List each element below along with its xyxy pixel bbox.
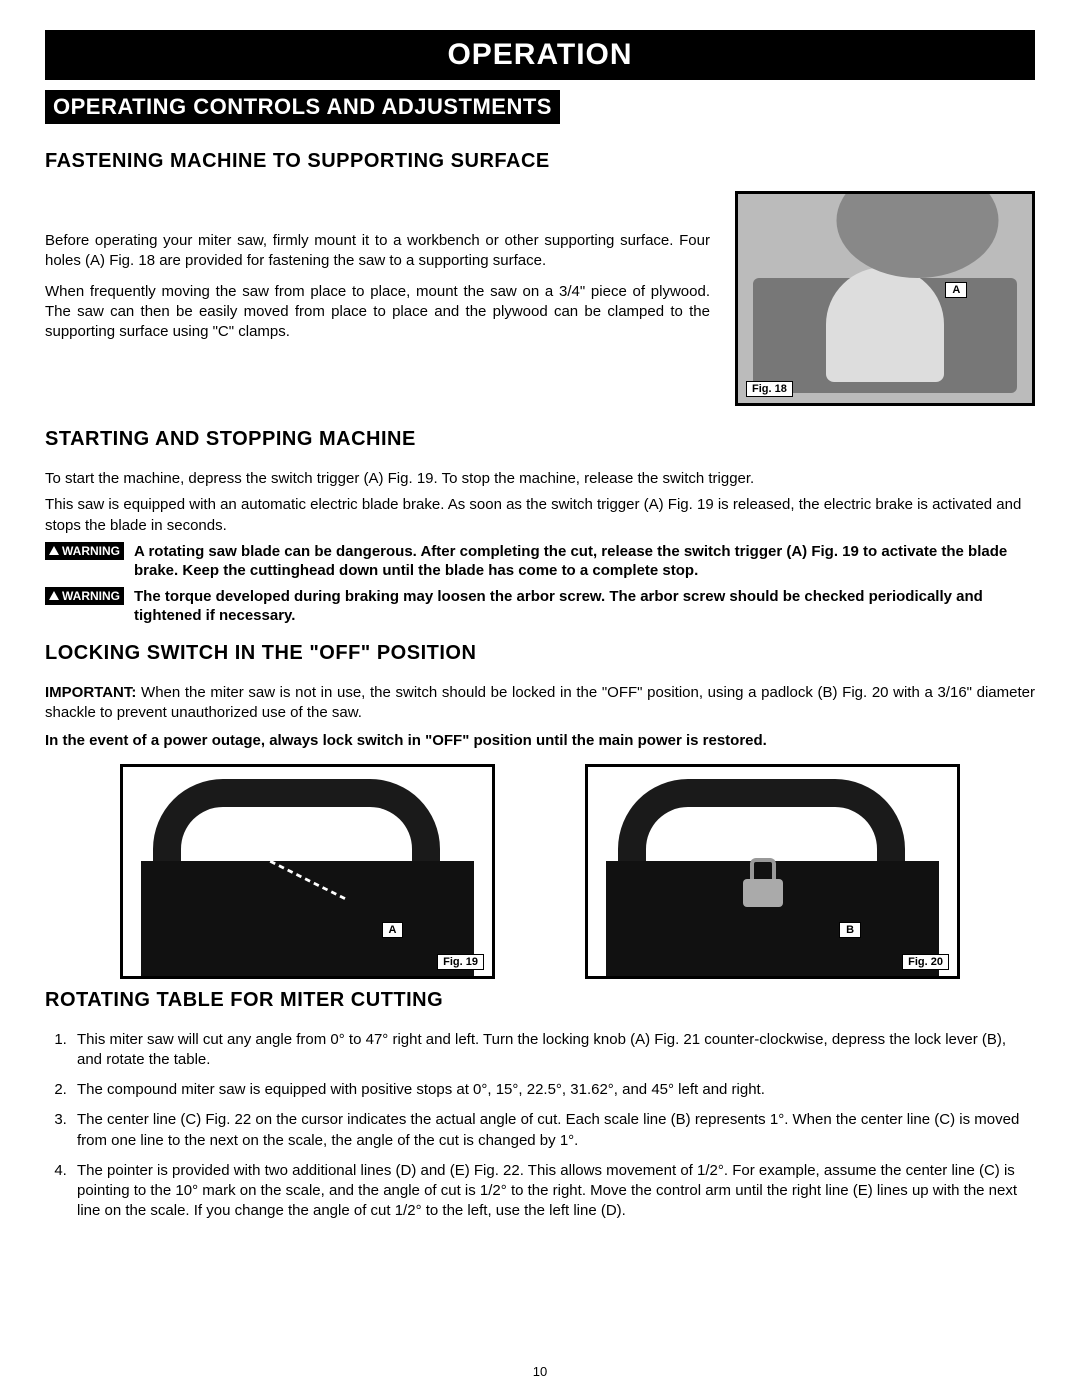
step-4: The pointer is provided with two additio… bbox=[71, 1161, 1035, 1222]
section3-p2: In the event of a power outage, always l… bbox=[45, 731, 1035, 751]
section2-heading: STARTING AND STOPPING MACHINE bbox=[45, 428, 1035, 451]
fig18-callout-a: A bbox=[945, 282, 967, 298]
section2-p1: To start the machine, depress the switch… bbox=[45, 469, 1035, 489]
step-1: This miter saw will cut any angle from 0… bbox=[71, 1030, 1035, 1071]
warning2-text: The torque developed during braking may … bbox=[134, 587, 1035, 626]
warning1-text: A rotating saw blade can be dangerous. A… bbox=[134, 542, 1035, 581]
figure-19: A Fig. 19 bbox=[120, 764, 495, 979]
sub-title: OPERATING CONTROLS AND ADJUSTMENTS bbox=[45, 90, 560, 124]
section4-heading: ROTATING TABLE FOR MITER CUTTING bbox=[45, 989, 1035, 1012]
section3-p1: IMPORTANT: When the miter saw is not in … bbox=[45, 683, 1035, 724]
section1-heading: FASTENING MACHINE TO SUPPORTING SURFACE bbox=[45, 150, 1035, 173]
warning-triangle-icon bbox=[49, 591, 59, 600]
fig20-label: Fig. 20 bbox=[902, 954, 949, 970]
figure-18: A Fig. 18 bbox=[735, 191, 1035, 406]
step-2: The compound miter saw is equipped with … bbox=[71, 1080, 1035, 1100]
main-title: OPERATION bbox=[45, 30, 1035, 80]
page-number: 10 bbox=[0, 1364, 1080, 1379]
fig18-label: Fig. 18 bbox=[746, 381, 793, 397]
warning-badge-2: WARNING bbox=[45, 587, 124, 605]
warning-badge-1: WARNING bbox=[45, 542, 124, 560]
warning-triangle-icon bbox=[49, 546, 59, 555]
section1-p2: When frequently moving the saw from plac… bbox=[45, 282, 710, 343]
fig20-callout-b: B bbox=[839, 922, 861, 938]
figure-20: B Fig. 20 bbox=[585, 764, 960, 979]
fig19-label: Fig. 19 bbox=[437, 954, 484, 970]
section2-p2: This saw is equipped with an automatic e… bbox=[45, 495, 1035, 536]
important-label: IMPORTANT: bbox=[45, 684, 136, 701]
section3-heading: LOCKING SWITCH IN THE "OFF" POSITION bbox=[45, 642, 1035, 665]
section4-steps: This miter saw will cut any angle from 0… bbox=[45, 1030, 1035, 1222]
fig19-callout-a: A bbox=[382, 922, 404, 938]
section1-p1: Before operating your miter saw, firmly … bbox=[45, 231, 710, 272]
step-3: The center line (C) Fig. 22 on the curso… bbox=[71, 1110, 1035, 1151]
